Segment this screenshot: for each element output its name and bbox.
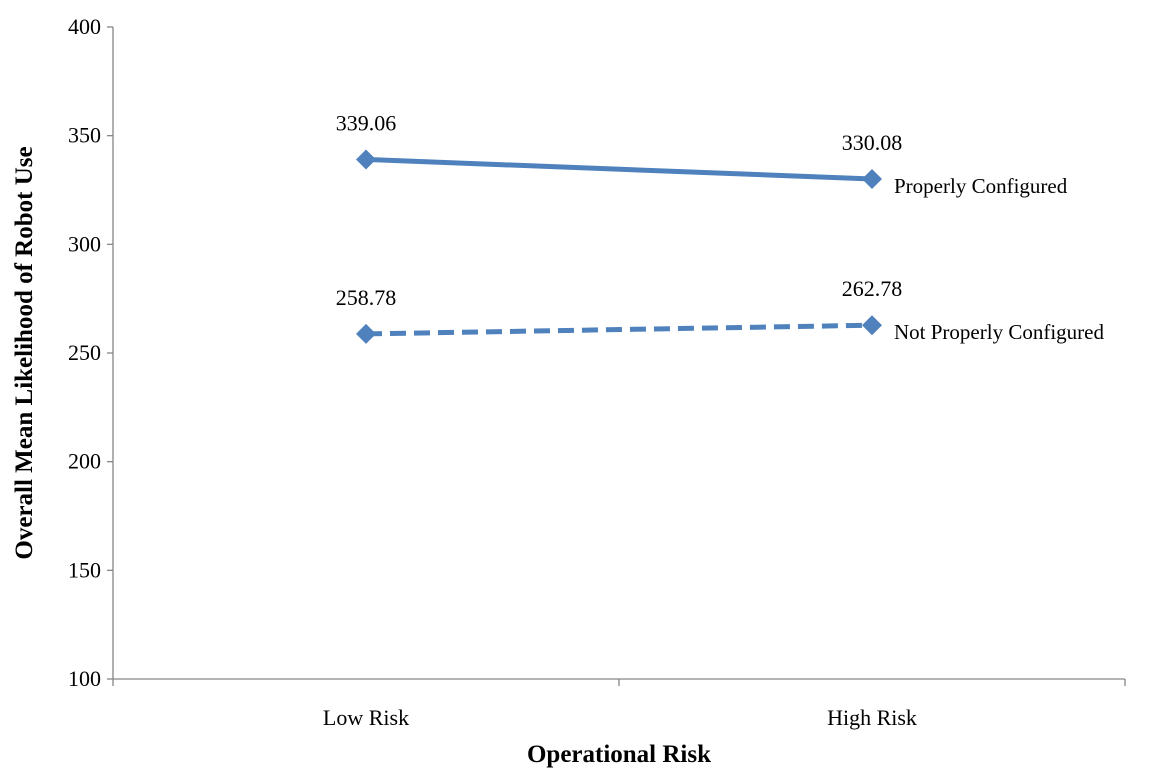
series-line — [365, 322, 873, 337]
y-tick-label: 400 — [68, 14, 101, 39]
y-tick-label: 250 — [68, 340, 101, 365]
y-ticks: 100 150 200 250 300 350 400 — [68, 14, 113, 691]
data-label: 262.78 — [842, 276, 903, 301]
data-label: 339.06 — [336, 110, 397, 135]
y-tick-label: 300 — [68, 231, 101, 256]
data-label: 330.08 — [842, 130, 903, 155]
y-tick-label: 150 — [68, 557, 101, 582]
series-0: 339.06 330.08 Properly Configured — [336, 110, 1068, 198]
y-axis-title: Overall Mean Likelihood of Robot Use — [11, 146, 38, 559]
x-ticks: Low Risk High Risk — [112, 679, 1126, 730]
data-point-marker — [356, 149, 376, 170]
x-tick-label: Low Risk — [323, 705, 409, 730]
x-tick-label: High Risk — [827, 705, 917, 730]
series-name-label: Not Properly Configured — [894, 320, 1104, 344]
series-line — [365, 156, 873, 182]
series-name-label: Properly Configured — [894, 174, 1068, 198]
data-point-marker — [862, 168, 882, 189]
x-axis-title: Operational Risk — [527, 741, 711, 768]
data-label: 258.78 — [336, 285, 397, 310]
axes — [112, 27, 1125, 680]
y-tick-label: 100 — [68, 666, 101, 691]
data-point-marker — [356, 323, 376, 344]
series-1: 258.78 262.78 Not Properly Configured — [336, 276, 1105, 344]
data-point-marker — [862, 315, 882, 336]
y-tick-label: 350 — [68, 123, 101, 148]
series-group: 339.06 330.08 Properly Configured 258.78 262… — [336, 110, 1105, 344]
y-tick-label: 200 — [68, 449, 101, 474]
